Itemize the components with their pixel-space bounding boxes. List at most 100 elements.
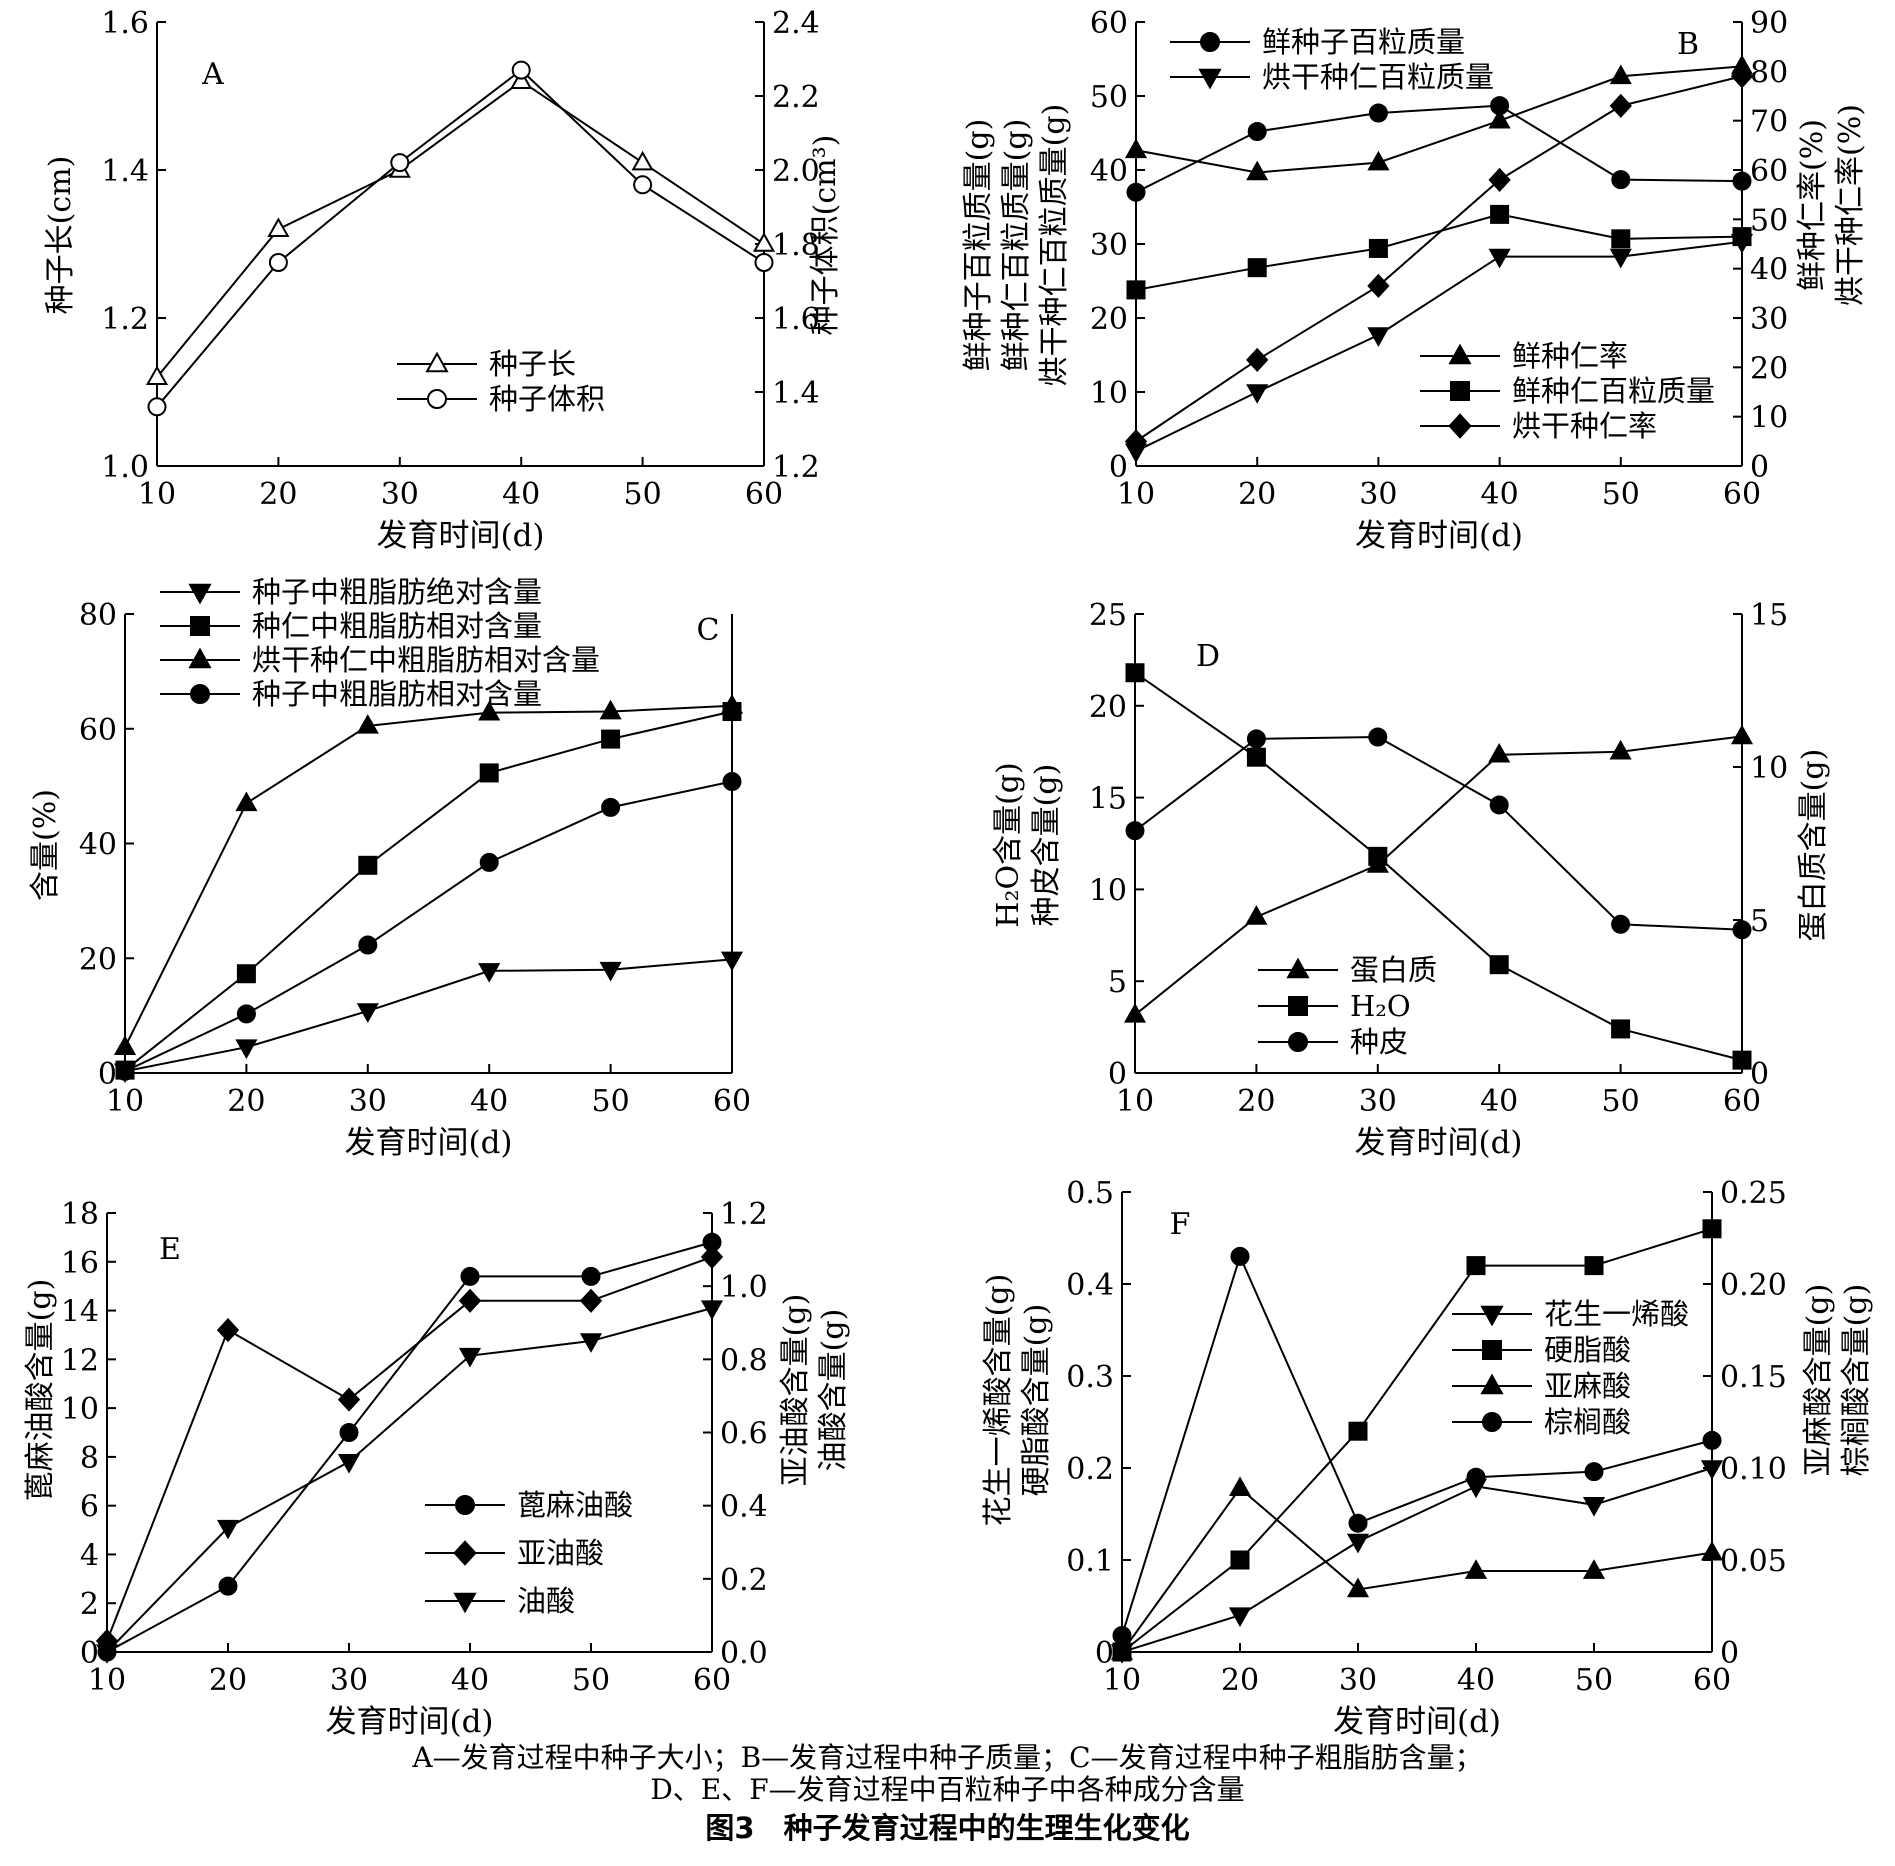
data-point: [1368, 238, 1388, 258]
series-line: [1121, 1486, 1713, 1653]
figure: A10 20 30 40 50 60发育时间(d)1.01.21.41.61.21.41.…: [23, 6, 1874, 1740]
panel-c-series-3: [115, 772, 742, 1081]
data-point: [579, 1333, 603, 1353]
data-point: [1228, 1607, 1252, 1628]
data-point: [700, 1300, 724, 1320]
data-point: [1488, 742, 1511, 763]
y-tick-label-right: 0.05: [1720, 1544, 1787, 1579]
x-tick-label: 30: [1339, 1663, 1377, 1698]
y-tick-label-left: 18: [61, 1197, 99, 1232]
legend-label: 烘干种仁中粗脂肪相对含量: [252, 643, 600, 677]
series-line: [106, 1241, 713, 1653]
data-point: [581, 1266, 601, 1286]
series-line: [156, 68, 765, 408]
y-tick-label-left: 20: [79, 942, 117, 977]
data-point: [1246, 384, 1269, 404]
y-tick-label-left: 2: [80, 1587, 99, 1622]
x-tick-label: 20: [259, 477, 297, 512]
data-point: [478, 963, 501, 983]
y-tick-label-right: 0: [1750, 450, 1769, 485]
legend-label: 种子中粗脂肪相对含量: [252, 677, 542, 711]
data-point: [1611, 170, 1631, 190]
x-axis-title: 发育时间(d): [1333, 1704, 1501, 1740]
panel-b-series-3: [1126, 204, 1752, 300]
panel-c-legend-entry-3: 种子中粗脂肪相对含量: [160, 677, 542, 711]
data-point: [1700, 1460, 1724, 1480]
legend-marker: [453, 1592, 477, 1614]
data-point: [1489, 795, 1509, 815]
x-tick-label: 20: [1237, 1084, 1275, 1119]
data-point: [1730, 64, 1754, 89]
data-point: [95, 1644, 119, 1664]
legend-label: 硬脂酸: [1544, 1333, 1631, 1367]
data-point: [1367, 327, 1390, 347]
y-tick-label-left: 20: [1090, 302, 1128, 337]
series-line: [1135, 65, 1743, 174]
y-tick-label-left: 25: [1089, 598, 1127, 633]
panel-b: B10 20 30 40 50 60发育时间(d)01020304050600102030…: [961, 6, 1868, 554]
y-tick-label-right: 10: [1750, 751, 1788, 786]
data-point: [633, 175, 653, 195]
x-tick-label: 50: [1602, 1084, 1640, 1119]
y-tick-label-right: 0.0: [720, 1636, 768, 1671]
data-point: [147, 397, 167, 417]
x-tick-label: 30: [381, 477, 419, 512]
panel-a-legend-entry-0: 种子长: [397, 347, 576, 381]
data-point: [390, 153, 410, 173]
data-point: [458, 1288, 482, 1313]
panel-a: A 10 20 30 40 50 60 发育时间(d) 1.0 1.2 1.4 1.6 1.2 1.4 1.…: [43, 6, 843, 554]
y-axis-title-right: 油酸含量(g): [816, 1309, 851, 1472]
data-point: [115, 1061, 135, 1081]
legend-label: 种子中粗脂肪绝对含量: [252, 575, 542, 609]
panel-letter: A: [201, 57, 224, 92]
x-tick-label: 60: [1693, 1663, 1731, 1698]
legend-marker: [1200, 32, 1220, 52]
y-tick-label-left: 0.5: [1066, 1176, 1114, 1211]
y-axis-title-left: 种子长(cm): [43, 156, 78, 315]
x-axis-title: 发育时间(d): [325, 1704, 493, 1740]
legend-label: 种仁中粗脂肪相对含量: [252, 609, 542, 643]
data-point: [1246, 347, 1269, 373]
y-tick-label-left: 10: [1090, 376, 1128, 411]
panel-d-legend-entry-0: 蛋白质: [1258, 953, 1437, 987]
y-axis-title-left: 蓖麻油酸含量(g): [23, 1279, 58, 1502]
y-tick-label-right: 60: [1750, 154, 1788, 189]
y-tick-label-left: 1.6: [101, 6, 149, 41]
legend-label: 鲜种子百粒质量: [1262, 25, 1465, 59]
data-point: [337, 1453, 361, 1474]
x-tick-label: 60: [693, 1663, 731, 1698]
data-point: [1611, 914, 1631, 934]
legend-marker: [190, 616, 210, 636]
legend-marker: [188, 583, 212, 605]
y-axis-title-left: 花生一烯酸含量(g): [981, 1274, 1016, 1527]
y-tick-label-right: 0.15: [1720, 1360, 1787, 1395]
figure-title: 图3 种子发育过程中的生理生化变化: [705, 1811, 1190, 1845]
x-tick-label: 50: [624, 477, 662, 512]
legend-marker: [1288, 1032, 1308, 1052]
data-point: [1125, 663, 1145, 683]
data-point: [599, 961, 622, 982]
data-point: [460, 1266, 480, 1286]
data-point: [601, 797, 621, 817]
y-tick-label-left: 1.4: [101, 154, 149, 189]
data-point: [1466, 1467, 1486, 1487]
y-tick-label-left: 8: [80, 1441, 99, 1476]
panel-c-series-0: [113, 951, 744, 1084]
data-point: [268, 253, 288, 272]
data-point: [511, 60, 531, 80]
panel-letter: F: [1170, 1207, 1191, 1242]
data-point: [113, 1035, 137, 1055]
y-axis-title-left: 含量(%): [28, 789, 63, 901]
series-line: [1134, 671, 1743, 1062]
panel-a-series-1: [147, 60, 774, 417]
data-point: [700, 1244, 724, 1270]
series-line: [106, 1307, 713, 1653]
legend-marker: [1448, 343, 1472, 365]
panel-b-legend-entry-2: 鲜种仁率: [1420, 339, 1628, 373]
data-point: [1367, 273, 1390, 299]
y-tick-label-left: 10: [61, 1392, 99, 1427]
data-point: [1368, 727, 1388, 747]
panel-letter: B: [1677, 27, 1699, 62]
y-tick-label-right: 90: [1750, 6, 1788, 41]
